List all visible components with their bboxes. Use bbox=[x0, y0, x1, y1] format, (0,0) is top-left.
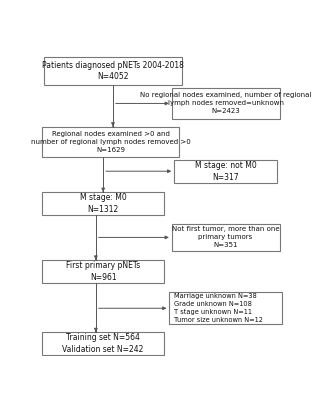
Text: M stage: not M0
N=317: M stage: not M0 N=317 bbox=[195, 161, 257, 182]
FancyBboxPatch shape bbox=[44, 57, 182, 85]
Text: First primary pNETs
N=961: First primary pNETs N=961 bbox=[66, 261, 140, 282]
Text: No regional nodes examined, number of regional
lymph nodes removed=unknown
N=242: No regional nodes examined, number of re… bbox=[140, 92, 311, 114]
FancyBboxPatch shape bbox=[42, 260, 164, 283]
FancyBboxPatch shape bbox=[42, 126, 179, 157]
FancyBboxPatch shape bbox=[172, 88, 280, 119]
Text: Regional nodes examined >0 and
number of regional lymph nodes removed >0
N=1629: Regional nodes examined >0 and number of… bbox=[31, 131, 191, 153]
FancyBboxPatch shape bbox=[42, 332, 164, 355]
Text: M stage: M0
N=1312: M stage: M0 N=1312 bbox=[80, 193, 126, 214]
FancyBboxPatch shape bbox=[174, 160, 277, 183]
FancyBboxPatch shape bbox=[172, 224, 280, 250]
Text: Not first tumor, more than one
primary tumors
N=351: Not first tumor, more than one primary t… bbox=[172, 226, 279, 248]
Text: Training set N=564
Validation set N=242: Training set N=564 Validation set N=242 bbox=[63, 333, 144, 354]
FancyBboxPatch shape bbox=[169, 292, 282, 324]
FancyBboxPatch shape bbox=[42, 192, 164, 215]
Text: Marriage unknown N=38
Grade unknown N=108
T stage unknown N=11
Tumor size unknow: Marriage unknown N=38 Grade unknown N=10… bbox=[174, 293, 263, 323]
Text: Patients diagnosed pNETs 2004-2018
N=4052: Patients diagnosed pNETs 2004-2018 N=405… bbox=[42, 61, 184, 82]
